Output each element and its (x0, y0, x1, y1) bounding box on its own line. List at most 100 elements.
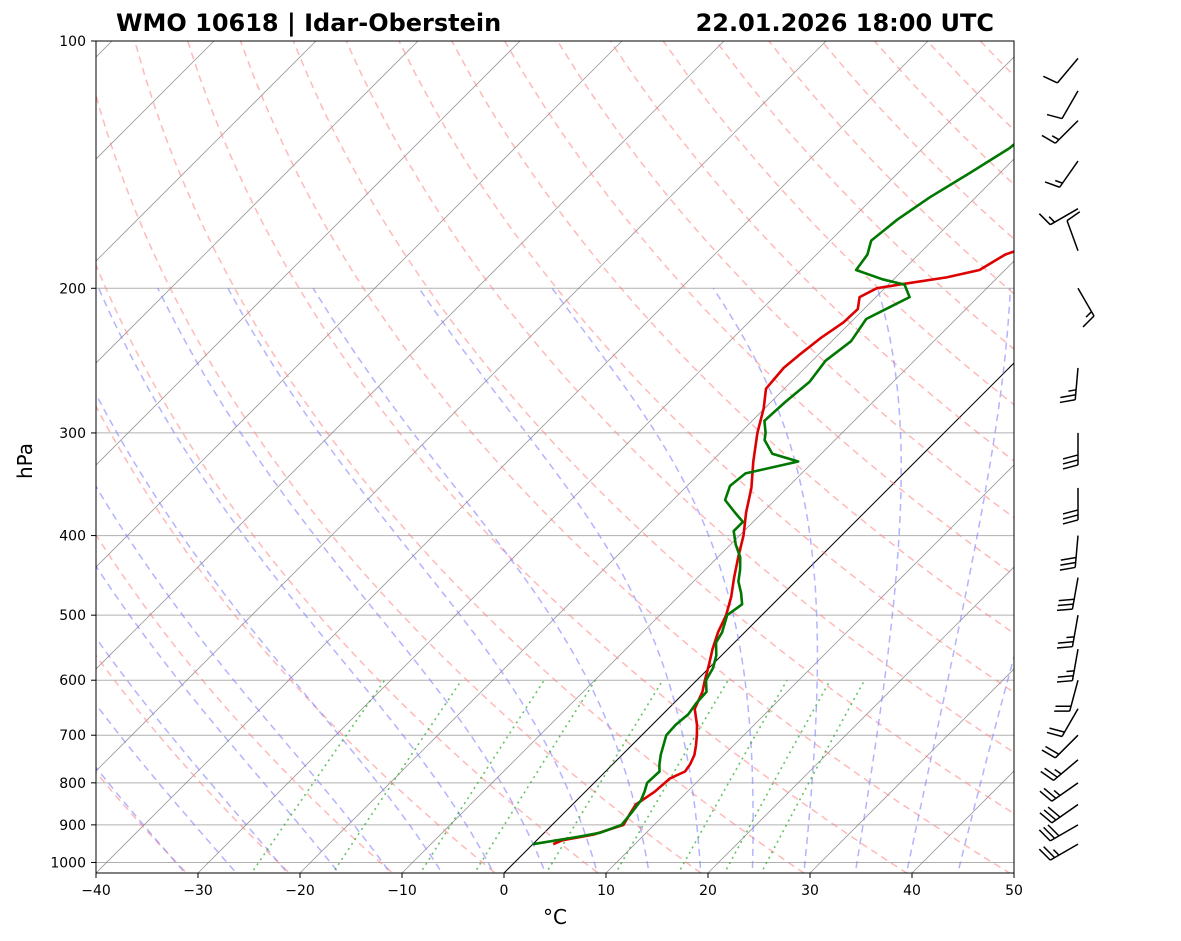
wind-barb-staff (1054, 120, 1079, 144)
y-tick-label: 200 (59, 281, 86, 297)
wind-barb-staff (1051, 782, 1079, 802)
moist-adiabat (418, 287, 702, 873)
isotherm-line (96, 41, 521, 466)
wind-barb-staff (1049, 208, 1079, 226)
chart-title-time: 22.01.2026 18:00 UTC (696, 9, 994, 37)
x-axis: −40 −30 −20 −10 0 10 20 30 40 50 (81, 873, 1023, 899)
wind-barb-staff (1059, 160, 1079, 188)
y-tick-label: 900 (59, 818, 86, 834)
wind-barb-half-feather (1066, 636, 1075, 639)
dry-adiabat (609, 41, 1014, 462)
isotherm-line (707, 566, 1014, 873)
isotherm-line (96, 41, 215, 160)
wind-barb-feather (1041, 749, 1056, 759)
dewpoint-profile (532, 142, 1014, 846)
x-tick-label: −40 (81, 883, 111, 899)
wind-barb-half-feather (1048, 216, 1056, 223)
wind-barb-feather (1038, 829, 1051, 842)
y-axis-label: hPa (13, 443, 37, 479)
mixing-ratio-line (419, 679, 545, 873)
y-axis: 100 200 300 400 500 600 700 800 900 1000 (50, 34, 96, 871)
wind-barb-feather (1056, 608, 1073, 612)
wind-barb-feather (1062, 519, 1079, 525)
moist-adiabat (227, 287, 599, 873)
wind-barb-staff (1061, 708, 1079, 737)
moist-adiabat (551, 287, 754, 873)
wind-barb-staff (1061, 90, 1079, 119)
wind-barb-feather (1059, 566, 1076, 571)
mixing-ratio-line (723, 679, 831, 873)
wind-barb-feather (1057, 675, 1074, 678)
wind-barb-feather (1082, 315, 1095, 328)
y-tick-label: 300 (59, 426, 86, 442)
isotherm-line (401, 260, 1014, 873)
wind-barb-staff (1056, 57, 1079, 84)
wind-barbs (1038, 57, 1095, 861)
wind-barb-feather (1057, 641, 1074, 644)
wind-barb-staff (1068, 680, 1079, 712)
wind-barb-feather (1062, 454, 1079, 460)
isotherm-line (96, 41, 317, 262)
moist-adiabat (96, 392, 443, 873)
x-tick-label: 10 (597, 883, 615, 899)
wind-barb-feather (1043, 809, 1057, 821)
x-tick-label: −10 (387, 883, 417, 899)
wind-barb-feather (1060, 394, 1076, 399)
y-tick-label: 700 (59, 728, 86, 744)
moist-adiabat (905, 288, 1012, 873)
x-axis-label: °C (543, 905, 567, 929)
dry-adiabat (873, 41, 1014, 186)
wind-barb-feather (1062, 459, 1079, 465)
wind-barb-feather (1060, 556, 1077, 561)
x-tick-label: −30 (183, 883, 213, 899)
wind-barb-half-feather (1054, 768, 1062, 775)
wind-barb-feather (1044, 767, 1058, 778)
dry-adiabat (398, 41, 1014, 694)
wind-barb-staff (1074, 367, 1079, 400)
x-tick-label: 50 (1005, 883, 1023, 899)
y-tick-label: 600 (59, 673, 86, 689)
isotherm-line (96, 41, 419, 364)
mixing-ratio-line (250, 679, 386, 873)
y-tick-label: 100 (59, 34, 86, 50)
moist-adiabat (712, 287, 819, 873)
moist-adiabat (96, 636, 289, 873)
wind-barb-half-feather (1054, 179, 1063, 184)
moist-adiabat (854, 288, 902, 873)
wind-barb-feather (1059, 399, 1076, 404)
mixing-ratio-line (331, 679, 463, 873)
chart-title-station: WMO 10618 | Idar-Oberstein (116, 9, 501, 37)
wind-barb-staff (1053, 759, 1079, 781)
y-tick-label: 800 (59, 776, 86, 792)
dry-adiabat (96, 263, 600, 873)
wind-barb-feather (1056, 679, 1073, 683)
isotherm-line (503, 362, 1014, 873)
dry-adiabat (450, 41, 1014, 635)
moist-adiabat (96, 703, 238, 873)
x-tick-label: 30 (801, 883, 819, 899)
wind-barb-feather (1041, 134, 1056, 144)
profile-lines (532, 142, 1014, 846)
dry-adiabat (96, 654, 291, 873)
dry-adiabat (926, 41, 1014, 131)
mixing-ratio-line (760, 679, 866, 873)
plot-frame (95, 40, 1015, 874)
isotherm-line (605, 464, 1014, 873)
wind-barb-feather (1043, 75, 1058, 84)
moist-adiabat (96, 484, 392, 873)
dry-adiabat (1100, 3, 1181, 880)
isotherm-line (1013, 872, 1014, 873)
wind-barb-staff (1049, 843, 1079, 861)
dry-adiabat (96, 771, 188, 873)
wind-barb-feather (1056, 645, 1073, 649)
wind-barb-feather (1040, 770, 1054, 782)
dry-adiabat (134, 41, 806, 873)
wind-barb-half-feather (1053, 789, 1061, 797)
mixing-ratio-line (677, 679, 788, 873)
wind-barb-feather (1058, 598, 1075, 602)
wind-barb-feather (1062, 464, 1079, 470)
dry-adiabat (997, 3, 1181, 880)
wind-barb-feather (1039, 790, 1053, 802)
isotherm-line (96, 41, 623, 568)
y-tick-label: 500 (59, 608, 86, 624)
